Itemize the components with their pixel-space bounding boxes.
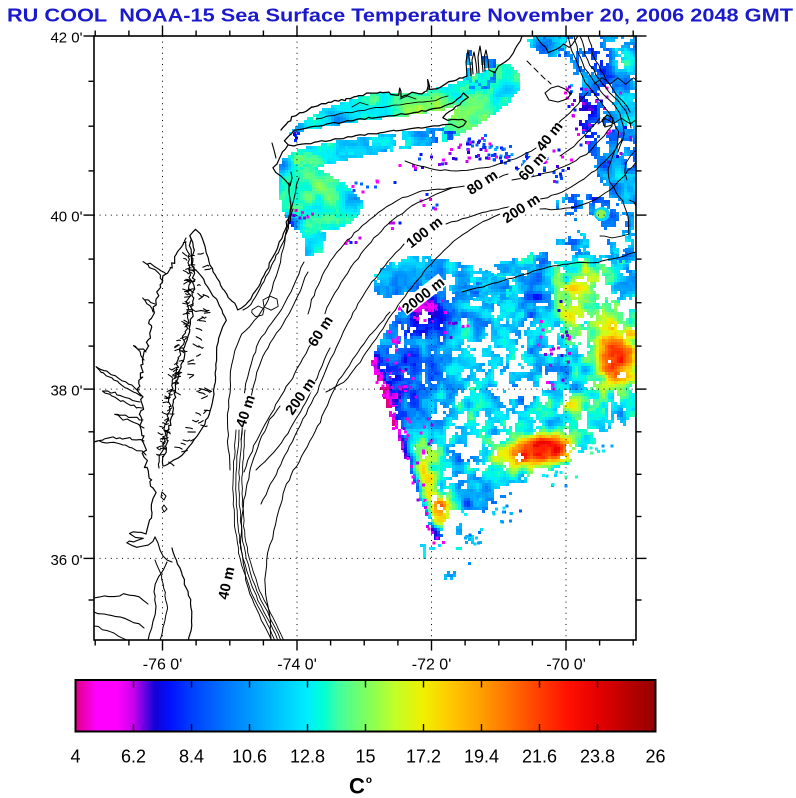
svg-text:12.8: 12.8 xyxy=(290,747,325,767)
svg-text:4: 4 xyxy=(70,747,80,767)
svg-text:38 0': 38 0' xyxy=(50,383,82,400)
svg-text:21.6: 21.6 xyxy=(522,747,557,767)
svg-text:6.2: 6.2 xyxy=(121,747,146,767)
svg-text:8.4: 8.4 xyxy=(179,747,204,767)
svg-text:-72 0': -72 0' xyxy=(412,657,452,674)
svg-text:-70 0': -70 0' xyxy=(546,657,586,674)
svg-text:-74 0': -74 0' xyxy=(277,657,317,674)
svg-text:26: 26 xyxy=(645,747,665,767)
svg-text:-76 0': -76 0' xyxy=(143,657,183,674)
svg-text:17.2: 17.2 xyxy=(406,747,441,767)
svg-text:10.6: 10.6 xyxy=(232,747,267,767)
svg-text:15: 15 xyxy=(355,747,375,767)
svg-text:40 0': 40 0' xyxy=(50,209,82,226)
svg-text:36 0': 36 0' xyxy=(50,552,82,569)
svg-text:40 m: 40 m xyxy=(216,565,239,601)
svg-text:19.4: 19.4 xyxy=(464,747,499,767)
svg-text:23.8: 23.8 xyxy=(580,747,615,767)
svg-text:42 0': 42 0' xyxy=(50,30,82,47)
svg-text:RU COOL NOAA-15 Sea Surface T: RU COOL NOAA-15 Sea Surface Temperature … xyxy=(7,6,794,26)
